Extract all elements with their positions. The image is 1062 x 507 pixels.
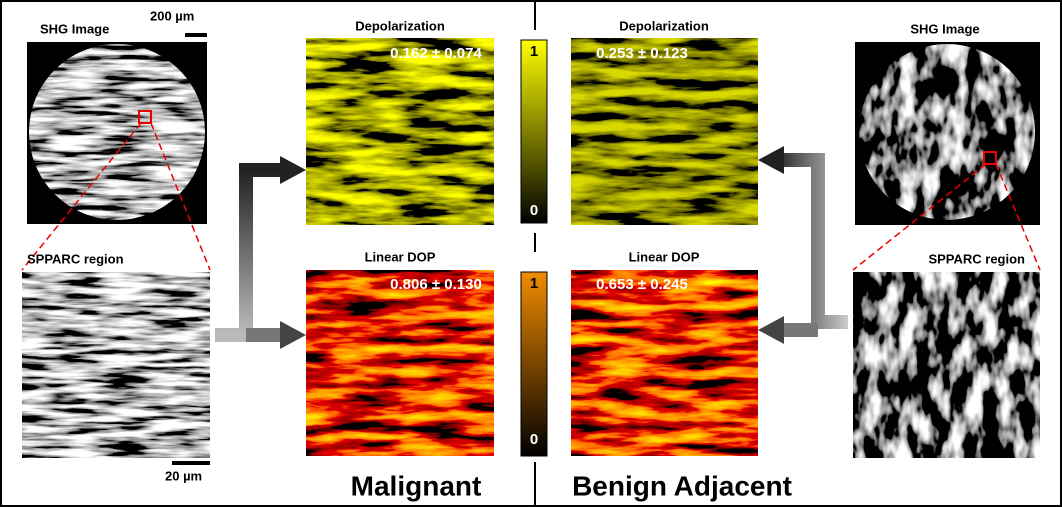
colorbar bbox=[521, 272, 547, 456]
arrow-head bbox=[758, 316, 784, 344]
scale-label: 200 µm bbox=[150, 8, 194, 23]
colorbar-min: 0 bbox=[530, 202, 538, 219]
region-image bbox=[22, 272, 210, 458]
arrow bbox=[215, 170, 282, 335]
region-title: SPPARC region bbox=[27, 251, 124, 266]
panel-title: Linear DOP bbox=[365, 249, 436, 264]
region-title: SPPARC region bbox=[928, 251, 1025, 266]
panel-value: 0.653 ± 0.245 bbox=[596, 276, 688, 293]
panel-title: Linear DOP bbox=[629, 249, 700, 264]
scale-bar bbox=[172, 461, 210, 465]
shg-title: SHG Image bbox=[40, 21, 109, 36]
colorbar-max: 1 bbox=[530, 275, 538, 292]
colorbar bbox=[521, 40, 547, 223]
group-label: Malignant bbox=[351, 470, 482, 501]
panel-title: Depolarization bbox=[619, 18, 709, 33]
depolarization-image bbox=[306, 38, 494, 225]
arrow bbox=[782, 160, 848, 322]
panel-value: 0.253 ± 0.123 bbox=[596, 45, 688, 62]
scale-label: 20 µm bbox=[165, 468, 202, 483]
figure: SHG Image 200 µm SPPARC region 20 µm Dep… bbox=[0, 0, 1062, 507]
arrow-head bbox=[280, 321, 306, 349]
scale-bar bbox=[185, 33, 207, 37]
panel-title: Depolarization bbox=[355, 18, 445, 33]
region-image bbox=[853, 272, 1040, 458]
colorbar-min: 0 bbox=[530, 431, 538, 448]
panel-value: 0.806 ± 0.130 bbox=[390, 276, 482, 293]
linear-dop-image bbox=[306, 270, 494, 456]
arrow-head bbox=[758, 146, 784, 174]
colorbar-max: 1 bbox=[530, 43, 538, 60]
group-label: Benign Adjacent bbox=[572, 470, 792, 501]
shg-title: SHG Image bbox=[910, 21, 979, 36]
panel-value: 0.162 ± 0.074 bbox=[390, 45, 482, 62]
linear-dop-image bbox=[571, 270, 758, 456]
depolarization-image bbox=[571, 38, 758, 225]
arrow-head bbox=[280, 156, 306, 184]
